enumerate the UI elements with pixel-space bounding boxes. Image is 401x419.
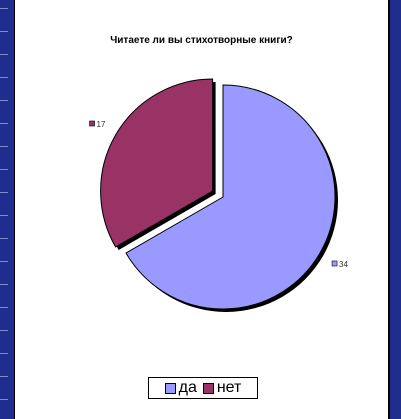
left-ruler-strip: [0, 0, 15, 419]
ruler-tick: [0, 77, 8, 78]
chart-title: Читаете ли вы стихотворные книги?: [110, 35, 293, 46]
slice-label-da: 34: [339, 260, 348, 269]
legend-swatch-da: [164, 382, 176, 394]
slice-label-swatch-net: [89, 120, 95, 127]
slice-label-net: 17: [97, 120, 106, 129]
legend-swatch-net: [202, 382, 214, 394]
ruler-tick: [0, 146, 8, 147]
ruler-tick: [0, 376, 8, 377]
chart-legend: да нет: [148, 377, 258, 399]
pie-slice-net: [100, 78, 214, 248]
legend-label-net: нет: [216, 379, 242, 396]
ruler-tick: [0, 8, 8, 9]
ruler-tick: [0, 100, 8, 101]
chart-panel: Читаете ли вы стихотворные книги? 34 17 д…: [14, 0, 390, 419]
ruler-tick: [0, 284, 8, 285]
ruler-tick: [0, 169, 8, 170]
ruler-tick: [0, 353, 8, 354]
slice-label-swatch-da: [331, 260, 338, 267]
ruler-tick: [0, 399, 8, 400]
legend-item-da: да: [164, 379, 197, 397]
ruler-tick: [0, 54, 8, 55]
ruler-tick: [0, 238, 8, 239]
pie-chart: 34 17: [89, 78, 348, 312]
ruler-tick: [0, 31, 8, 32]
ruler-tick: [0, 307, 8, 308]
ruler-tick: [0, 123, 8, 124]
ruler-tick: [0, 261, 8, 262]
ruler-tick: [0, 330, 8, 331]
pie-slice-da: [125, 84, 336, 310]
legend-item-net: нет: [202, 379, 242, 397]
ruler-tick: [0, 215, 8, 216]
right-edge-strip: [390, 0, 401, 419]
legend-label-da: да: [178, 379, 197, 396]
ruler-tick: [0, 192, 8, 193]
